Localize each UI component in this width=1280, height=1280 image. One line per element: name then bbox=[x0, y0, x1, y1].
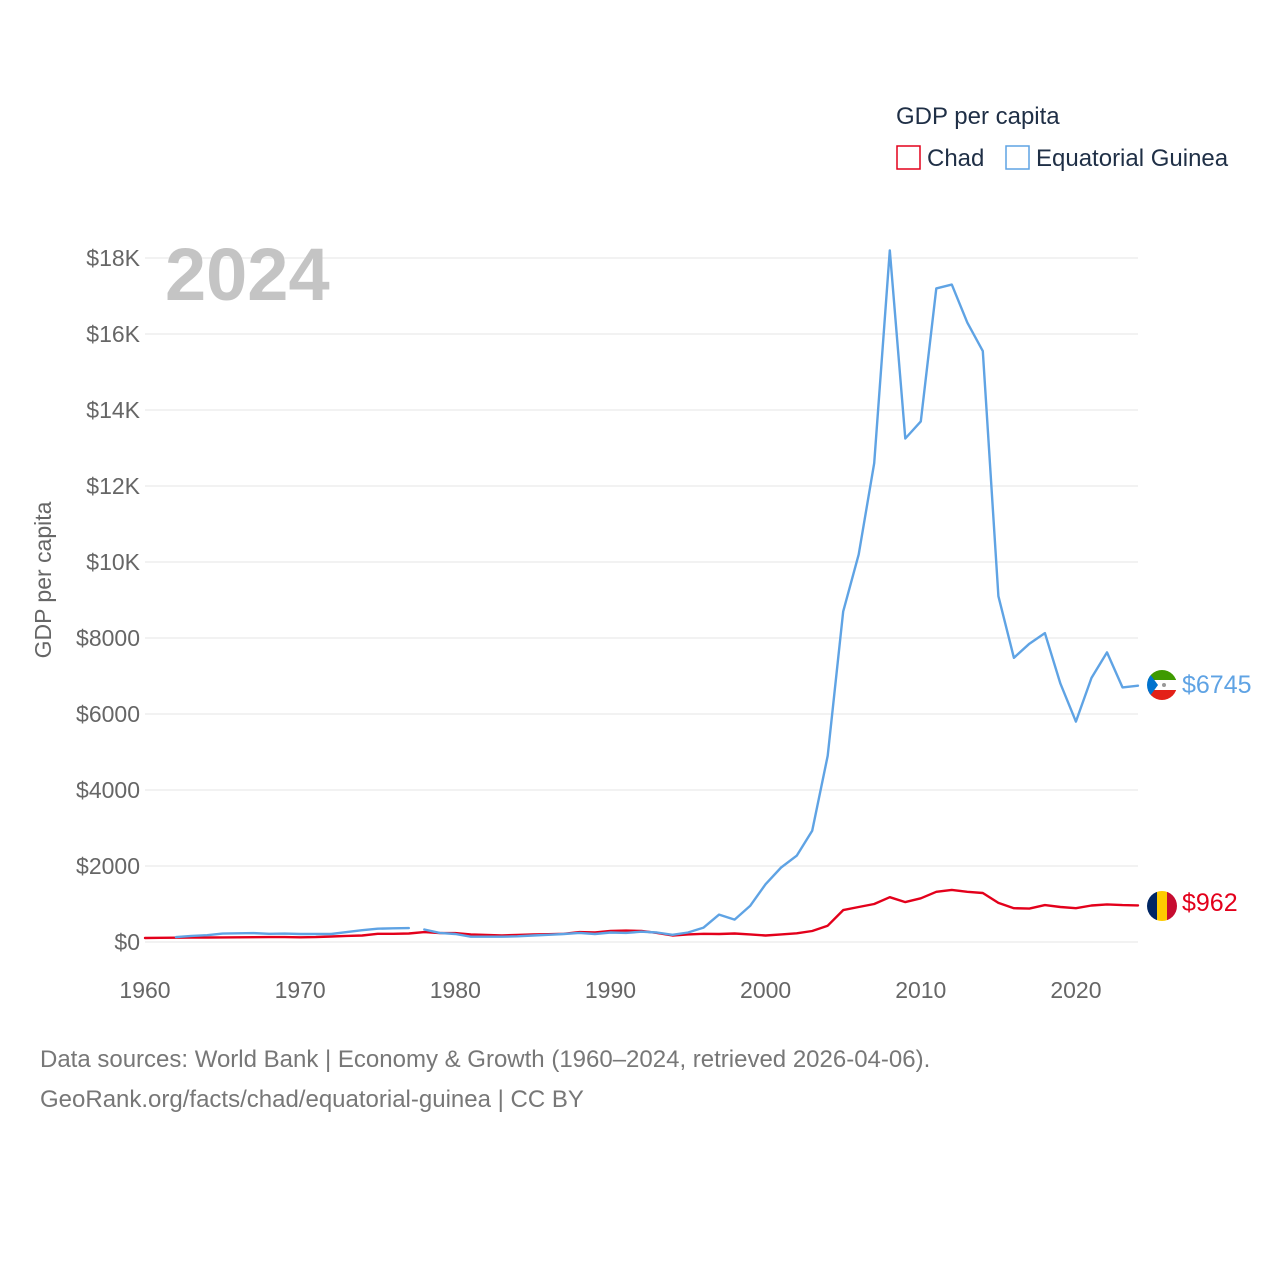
legend-swatch-chad bbox=[896, 145, 921, 170]
x-tick-label: 1980 bbox=[430, 977, 481, 1003]
y-tick-label: $2000 bbox=[76, 853, 140, 879]
chad-flag-icon bbox=[1147, 891, 1177, 921]
legend-label-equatorial-guinea: Equatorial Guinea bbox=[1036, 145, 1229, 172]
legend-item-equatorial-guinea[interactable]: Equatorial Guinea bbox=[1005, 145, 1229, 172]
y-tick-label: $8000 bbox=[76, 625, 140, 651]
legend-item-chad[interactable]: Chad bbox=[896, 145, 984, 172]
y-tick-label: $16K bbox=[86, 321, 140, 347]
gridlines bbox=[145, 257, 1138, 943]
y-tick-label: $10K bbox=[86, 549, 140, 575]
y-axis-label: GDP per capita bbox=[30, 501, 56, 658]
series-lines bbox=[143, 249, 1140, 940]
x-tick-label: 1960 bbox=[119, 977, 170, 1003]
legend: GDP per capita Chad Equatorial Guinea bbox=[896, 103, 1229, 172]
legend-title: GDP per capita bbox=[896, 103, 1060, 130]
y-tick-label: $12K bbox=[86, 473, 140, 499]
x-tick-label: 1990 bbox=[585, 977, 636, 1003]
y-tick-label: $4000 bbox=[76, 777, 140, 803]
footer-link[interactable]: GeoRank.org/facts/chad/equatorial-guinea… bbox=[40, 1086, 584, 1113]
x-axis-ticks: 1960 1970 1980 1990 2000 2010 2020 bbox=[119, 977, 1101, 1003]
legend-label-chad: Chad bbox=[927, 145, 984, 172]
y-tick-label: $14K bbox=[86, 397, 140, 423]
y-axis-ticks: $0 $2000 $4000 $6000 $8000 $10K $12K $14K $16K $1… bbox=[76, 245, 141, 955]
x-tick-label: 2020 bbox=[1050, 977, 1101, 1003]
year-watermark: 2024 bbox=[165, 233, 330, 316]
footer: Data sources: World Bank | Economy & Gro… bbox=[40, 1040, 930, 1120]
x-tick-label: 2000 bbox=[740, 977, 791, 1003]
x-tick-label: 2010 bbox=[895, 977, 946, 1003]
end-label-chad: $962 bbox=[1182, 889, 1238, 917]
equatorial-guinea-flag-icon bbox=[1147, 670, 1177, 700]
footer-sources: Data sources: World Bank | Economy & Gro… bbox=[40, 1046, 931, 1073]
series-line-equatorial-guinea[interactable] bbox=[174, 249, 1140, 939]
y-tick-label: $0 bbox=[114, 929, 140, 955]
x-tick-label: 1970 bbox=[275, 977, 326, 1003]
legend-swatch-equatorial-guinea bbox=[1005, 145, 1030, 170]
y-tick-label: $18K bbox=[86, 245, 140, 271]
end-label-equatorial-guinea: $6745 bbox=[1182, 671, 1252, 699]
y-tick-label: $6000 bbox=[76, 701, 140, 727]
